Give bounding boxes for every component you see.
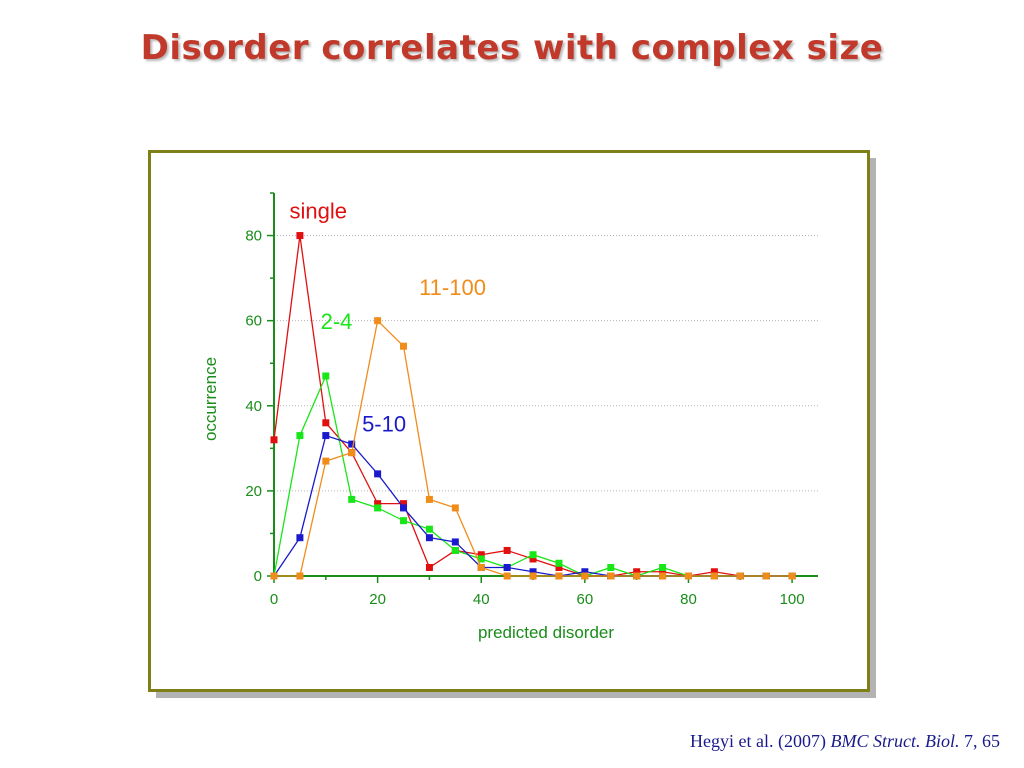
citation-journal: BMC Struct. Biol.	[830, 731, 960, 751]
x-tick-label: 60	[577, 591, 594, 608]
data-point-2-4	[555, 559, 563, 567]
data-point-11-100	[400, 342, 408, 350]
series-label-5-10: 5-10	[362, 411, 406, 436]
data-point-2-4	[529, 551, 537, 559]
data-point-5-10	[529, 568, 537, 576]
axes	[267, 192, 818, 583]
data-point-single	[555, 563, 563, 571]
citation-volume: 7, 65	[964, 731, 1000, 751]
data-point-11-100	[503, 572, 511, 580]
data-point-11-100	[477, 563, 485, 571]
data-point-11-100	[762, 572, 770, 580]
data-point-2-4	[322, 372, 330, 380]
series-line-2-4	[273, 373, 793, 577]
data-point-11-100	[374, 317, 382, 325]
grid-lines	[274, 235, 818, 492]
data-point-2-4	[348, 495, 356, 503]
data-point-2-4	[425, 525, 433, 533]
data-point-2-4	[477, 555, 485, 563]
y-tick-label: 20	[245, 483, 262, 500]
y-tick-label: 80	[245, 228, 262, 245]
data-point-single	[425, 563, 433, 571]
data-point-single	[322, 419, 330, 427]
series-line-11-100	[274, 319, 793, 577]
data-point-single	[633, 568, 641, 576]
data-point-single	[710, 568, 718, 576]
x-tick-label: 40	[473, 591, 490, 608]
x-tick-label: 0	[270, 591, 278, 608]
data-point-5-10	[322, 432, 330, 440]
data-point-11-100	[555, 572, 563, 580]
slide-title: Disorder correlates with complex size	[140, 28, 884, 68]
data-point-2-4	[659, 563, 667, 571]
tick-labels: 0 20 40 60 80 0 20 40 60 80 100	[245, 228, 804, 608]
x-tick-label: 20	[369, 591, 386, 608]
series-label-11-100: 11-100	[419, 275, 486, 300]
data-point-single	[477, 551, 485, 559]
data-point-11-100	[425, 495, 433, 503]
data-point-11-100	[348, 449, 356, 457]
x-tick-label: 80	[680, 591, 697, 608]
data-point-11-100	[581, 572, 589, 580]
x-tick-label: 100	[780, 591, 805, 608]
data-point-2-4	[296, 432, 304, 440]
data-point-5-10	[348, 440, 356, 448]
series-label-2-4: 2-4	[321, 309, 353, 334]
data-point-11-100	[710, 572, 718, 580]
data-point-single	[400, 500, 408, 508]
data-point-11-100	[788, 572, 796, 580]
series-line-single	[273, 235, 793, 577]
data-point-single	[270, 436, 278, 444]
data-point-11-100	[633, 572, 641, 580]
data-point-single	[296, 232, 304, 240]
data-point-single	[374, 500, 382, 508]
data-point-11-100	[684, 572, 692, 580]
data-point-2-4	[607, 563, 615, 571]
data-point-5-10	[451, 538, 459, 546]
data-point-5-10	[581, 568, 589, 576]
data-point-2-4	[400, 517, 408, 525]
data-point-5-10	[374, 470, 382, 478]
y-tick-label: 0	[254, 568, 262, 585]
x-axis-label: predicted disorder	[478, 623, 614, 642]
data-point-single	[529, 555, 537, 563]
data-point-5-10	[503, 563, 511, 571]
data-point-11-100	[296, 572, 304, 580]
y-tick-label: 40	[245, 398, 262, 415]
citation-authors: Hegyi et al. (2007)	[690, 731, 826, 751]
y-axis-label: occurrence	[201, 357, 220, 441]
citation: Hegyi et al. (2007) BMC Struct. Biol. 7,…	[690, 731, 1000, 752]
data-point-11-100	[451, 504, 459, 512]
data-point-5-10	[400, 504, 408, 512]
data-point-5-10	[425, 534, 433, 542]
data-point-single	[659, 568, 667, 576]
y-tick-label: 60	[245, 313, 262, 330]
data-point-2-4	[451, 546, 459, 554]
data-point-11-100	[659, 572, 667, 580]
data-point-11-100	[607, 572, 615, 580]
series-group	[270, 232, 796, 580]
chart-panel	[148, 150, 870, 692]
data-point-11-100	[529, 572, 537, 580]
data-point-11-100	[270, 572, 278, 580]
series-label-single: single	[290, 199, 347, 224]
data-point-2-4	[374, 504, 382, 512]
data-point-11-100	[736, 572, 744, 580]
data-point-single	[503, 546, 511, 554]
data-point-5-10	[296, 534, 304, 542]
data-point-11-100	[322, 457, 330, 465]
series-labels: single 11-100 2-4 5-10	[290, 199, 486, 437]
